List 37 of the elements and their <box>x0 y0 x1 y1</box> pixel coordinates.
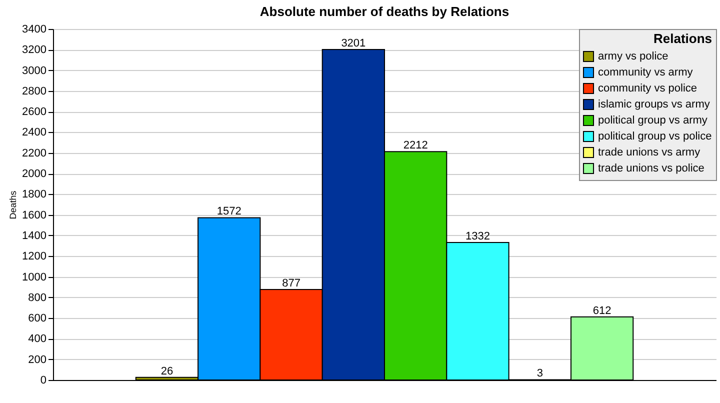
legend-label: trade unions vs army <box>598 146 701 158</box>
y-tick-label: 2200 <box>22 147 46 160</box>
y-tick-label: 2800 <box>22 85 46 98</box>
data-label: 26 <box>160 365 174 378</box>
legend-label: army vs police <box>598 50 668 62</box>
data-label: 1572 <box>216 206 242 218</box>
data-label: 1332 <box>465 230 490 242</box>
y-tick-label: 3200 <box>22 44 46 56</box>
data-label: 877 <box>282 277 300 290</box>
y-axis-title: Deaths <box>8 190 18 220</box>
y-tick-label: 2600 <box>22 106 46 118</box>
y-tick-label: 1000 <box>22 271 46 284</box>
legend-label: political group vs army <box>598 114 708 126</box>
chart-title: Absolute number of deaths by Relations <box>260 4 510 19</box>
y-tick-label: 3400 <box>22 24 46 36</box>
y-tick-label: 3000 <box>22 64 46 77</box>
legend-label: community vs army <box>598 66 694 78</box>
legend-label: political group vs police <box>598 130 712 142</box>
y-tick-label: 1600 <box>22 209 46 222</box>
y-tick-label: 0 <box>40 374 46 386</box>
y-tick-label: 200 <box>28 354 46 366</box>
y-tick-label: 1200 <box>22 250 46 263</box>
y-tick-label: 600 <box>28 312 46 325</box>
y-tick-label: 1400 <box>22 230 46 242</box>
legend-label: trade unions vs police <box>598 162 704 174</box>
y-tick-label: 1800 <box>22 188 46 201</box>
legend-label: community vs police <box>598 82 698 94</box>
legend-title: Relations <box>653 31 712 46</box>
y-tick-label: 400 <box>28 333 46 346</box>
data-label: 2212 <box>403 140 428 152</box>
data-label: 612 <box>592 304 612 317</box>
y-tick-label: 800 <box>28 292 46 304</box>
data-label: 3201 <box>341 38 366 50</box>
legend-label: islamic groups vs army <box>598 98 710 110</box>
y-tick-label: 2000 <box>22 168 46 180</box>
data-label: 3 <box>536 368 543 380</box>
y-tick-label: 2400 <box>22 126 46 139</box>
